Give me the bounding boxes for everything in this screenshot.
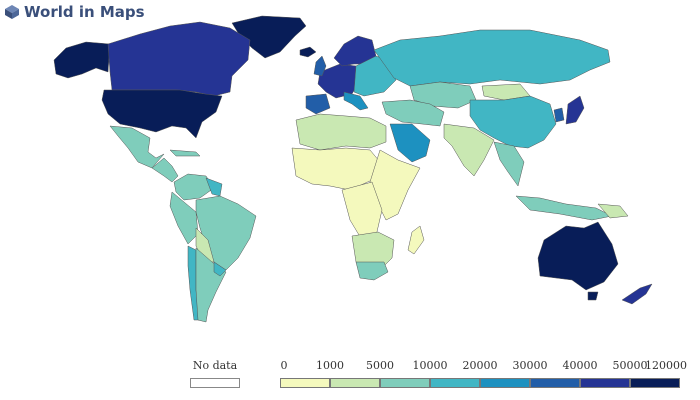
legend-swatch [280, 378, 330, 388]
legend-no-data-label: No data [192, 359, 238, 372]
country-australia-tasmania[interactable] [587, 291, 599, 301]
region-caribbean[interactable] [169, 149, 201, 157]
country-australia[interactable] [537, 221, 619, 291]
legend-tick-label: 10000 [412, 359, 448, 372]
globe-cube-icon [5, 5, 19, 19]
legend-swatch [630, 378, 680, 388]
country-madagascar[interactable] [407, 225, 425, 255]
brand-title: World in Maps [24, 3, 145, 21]
legend-tick-label: 50000 [612, 359, 648, 372]
country-mexico[interactable] [109, 125, 165, 169]
region-arabian-peninsula[interactable] [389, 123, 431, 163]
country-canada[interactable] [107, 21, 251, 97]
country-korea[interactable] [553, 107, 565, 123]
legend-tick-label: 30000 [512, 359, 548, 372]
legend-tick-label: 5000 [366, 359, 394, 372]
region-ecuador-peru[interactable] [169, 191, 199, 245]
country-china[interactable] [469, 95, 557, 149]
country-new-zealand[interactable] [621, 283, 653, 305]
legend-tick-label: 20000 [462, 359, 498, 372]
region-southern-europe[interactable] [343, 91, 369, 111]
legend-tick-label: 120000 [645, 359, 687, 372]
legend-swatch [480, 378, 530, 388]
legend-tick-label: 1000 [316, 359, 344, 372]
legend-tick-label: 40000 [562, 359, 598, 372]
region-central-asia[interactable] [409, 81, 477, 109]
legend-swatch [380, 378, 430, 388]
country-papua-new-guinea[interactable] [597, 203, 629, 219]
legend-swatch [330, 378, 380, 388]
region-middle-east[interactable] [381, 99, 445, 127]
country-uk[interactable] [313, 55, 327, 77]
country-usa-alaska[interactable] [53, 41, 111, 79]
region-central-america[interactable] [151, 157, 179, 183]
region-indonesia[interactable] [515, 195, 613, 221]
legend-swatch [430, 378, 480, 388]
legend-swatch [530, 378, 580, 388]
region-northern-south-america[interactable] [173, 173, 215, 201]
country-usa[interactable] [101, 89, 223, 139]
region-southeast-asia[interactable] [493, 141, 525, 187]
region-iberia[interactable] [305, 93, 331, 115]
region-north-africa[interactable] [295, 113, 387, 151]
legend-tick-label: 0 [280, 359, 288, 372]
country-japan[interactable] [565, 95, 585, 125]
legend-no-data-swatch [190, 378, 240, 388]
country-uruguay[interactable] [213, 261, 227, 277]
country-iceland[interactable] [299, 46, 317, 58]
country-russia[interactable] [373, 29, 611, 87]
legend-swatch [580, 378, 630, 388]
brand-logo[interactable]: World in Maps [4, 2, 145, 22]
region-south-asia[interactable] [443, 123, 495, 177]
country-south-africa[interactable] [355, 261, 389, 281]
